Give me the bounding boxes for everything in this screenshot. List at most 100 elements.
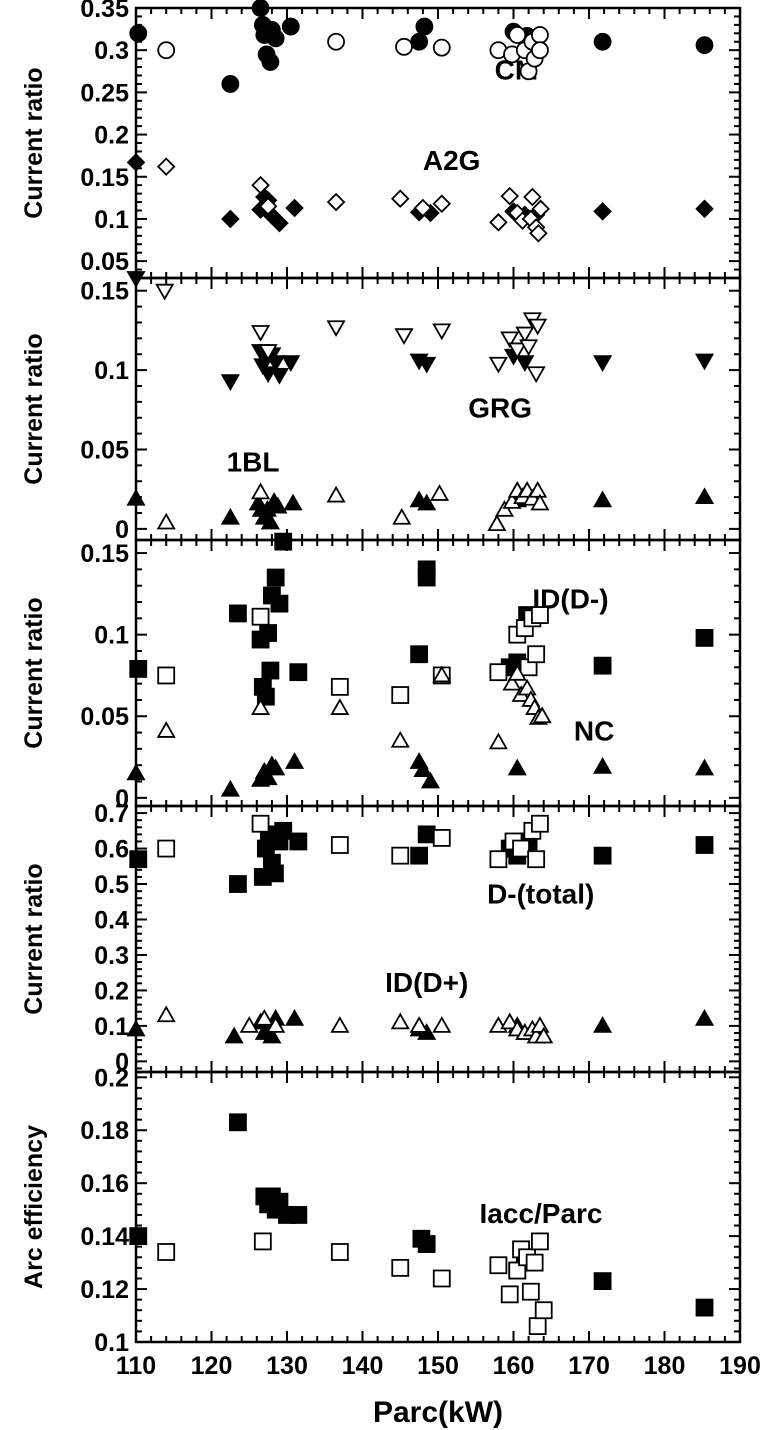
y-tick-label: 0.16 (80, 1170, 129, 1198)
data-point (270, 213, 289, 233)
y-tick-label: 0.6 (94, 836, 129, 864)
data-point (508, 26, 527, 44)
data-point (531, 199, 550, 219)
x-tick-label: 170 (568, 1352, 610, 1380)
data-point (488, 356, 508, 374)
y-tick-label: 0 (115, 785, 129, 813)
series-2 (157, 606, 549, 704)
y-tick-label: 0.15 (80, 278, 129, 306)
data-point (274, 821, 293, 840)
data-point (229, 875, 247, 893)
y-axis-label: Current ratio (20, 333, 48, 484)
data-point (500, 1285, 519, 1304)
data-point (251, 698, 271, 715)
y-tick-label: 0.5 (94, 871, 129, 899)
y-axis-label: Current ratio (20, 863, 48, 1014)
y-tick-label: 0.05 (80, 436, 129, 464)
y-tick-label: 0.12 (80, 1276, 129, 1304)
y-tick-label: 0.14 (80, 1223, 129, 1251)
data-point (528, 318, 548, 336)
data-point (532, 706, 552, 724)
data-point (432, 194, 452, 214)
data-point (415, 17, 434, 36)
data-point (330, 1243, 349, 1261)
data-point (269, 367, 290, 385)
x-tick-label: 130 (266, 1352, 308, 1380)
series-1 (126, 271, 715, 392)
data-point (254, 1008, 274, 1026)
panel-2: 0 0.05 0.1 0.15 Current ratio GRG 1BL (20, 271, 742, 544)
data-point (126, 1019, 146, 1037)
data-point (129, 660, 148, 678)
data-point (500, 1012, 520, 1030)
data-point (129, 850, 148, 869)
data-point (420, 771, 441, 789)
data-point (593, 490, 613, 508)
data-point (268, 496, 288, 514)
data-point (281, 355, 301, 372)
series-4 (156, 1005, 554, 1044)
y-tick-label: 0 (115, 516, 129, 544)
data-point (488, 732, 508, 750)
data-point (531, 26, 549, 44)
data-point (432, 829, 451, 847)
y-tick-label: 0.1 (94, 206, 129, 234)
x-tick-label: 110 (116, 1352, 156, 1380)
data-point (413, 760, 433, 777)
data-point (326, 192, 346, 212)
series-3 (126, 752, 715, 797)
data-point (531, 1232, 549, 1251)
y-tick-label: 0.2 (94, 977, 129, 1005)
data-point (694, 1008, 715, 1026)
data-point (221, 75, 240, 93)
data-point (157, 839, 176, 858)
data-point (489, 663, 508, 682)
data-point (534, 1301, 553, 1320)
data-point (266, 758, 286, 776)
data-point (531, 41, 549, 60)
data-point (129, 1227, 148, 1246)
data-point (266, 864, 284, 883)
y-tick-label: 0.15 (80, 540, 129, 568)
data-point (507, 664, 527, 681)
data-point (432, 323, 452, 341)
data-point (274, 532, 293, 551)
data-point (593, 1016, 613, 1033)
annotation: ID(D+) (385, 967, 468, 998)
data-point (695, 836, 714, 854)
y-tick-label: 0.05 (80, 248, 129, 276)
data-point (694, 487, 715, 505)
data-point (695, 1298, 714, 1317)
data-point (266, 29, 285, 48)
data-point (526, 366, 546, 384)
series-2 (155, 283, 548, 384)
data-point (251, 175, 270, 195)
data-point (224, 1026, 244, 1044)
data-point (530, 493, 550, 511)
series-4 (156, 157, 550, 243)
y-tick-label: 0.2 (94, 1064, 129, 1092)
data-point (258, 344, 278, 361)
x-tick-label: 150 (417, 1352, 459, 1380)
plot-frame (134, 1070, 742, 1344)
y-tick-label: 0.3 (94, 942, 129, 970)
data-point (413, 198, 433, 218)
data-point (261, 661, 280, 680)
data-point (229, 1113, 247, 1132)
data-point (521, 1282, 540, 1301)
annotation: Iacc/Parc (480, 1198, 603, 1229)
annotation: 1BL (227, 447, 280, 478)
series-2 (157, 1232, 553, 1336)
data-point (390, 189, 410, 208)
data-point (519, 339, 539, 357)
data-point (270, 594, 289, 613)
y-tick-label: 0.7 (94, 800, 129, 828)
data-point (239, 1016, 259, 1033)
data-point (417, 493, 437, 511)
data-point (489, 213, 508, 232)
y-tick-label: 0.1 (94, 1329, 129, 1357)
annotation: GRG (468, 393, 532, 424)
data-point (289, 663, 308, 682)
data-point (527, 645, 546, 664)
